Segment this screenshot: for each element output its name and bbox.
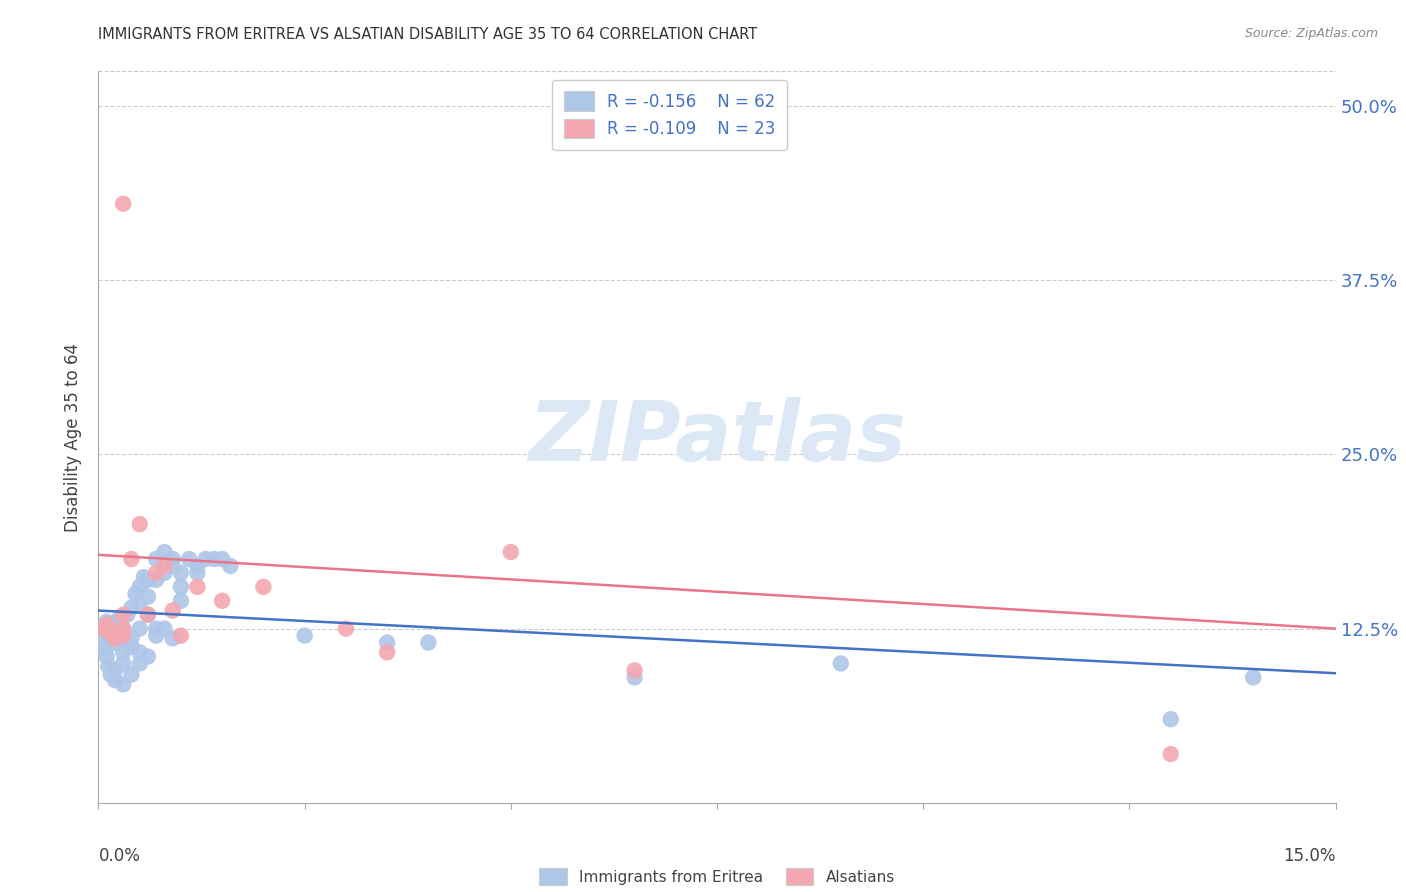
Point [120,632,142,646]
Point [112,196,135,211]
Point [128,597,150,611]
Point [186,558,208,573]
Point [170,580,193,594]
Point [112,622,135,636]
Point [120,552,142,566]
Point [104,673,127,688]
Point [499,545,522,559]
Point [136,607,159,622]
Text: ZIPatlas: ZIPatlas [529,397,905,477]
Point [112,629,135,643]
Point [153,622,176,636]
Point [202,552,225,566]
Point [170,566,193,580]
Text: 15.0%: 15.0% [1284,847,1336,864]
Point [104,632,127,646]
Point [162,632,184,646]
Point [194,552,217,566]
Text: IMMIGRANTS FROM ERITREA VS ALSATIAN DISABILITY AGE 35 TO 64 CORRELATION CHART: IMMIGRANTS FROM ERITREA VS ALSATIAN DISA… [98,27,758,42]
Point [128,622,150,636]
Legend: Immigrants from Eritrea, Alsatians: Immigrants from Eritrea, Alsatians [533,862,901,891]
Point [830,657,852,671]
Point [136,607,159,622]
Point [153,558,176,573]
Point [100,625,122,640]
Point [91,635,114,649]
Point [96,617,118,632]
Point [128,517,150,532]
Point [136,649,159,664]
Point [179,552,201,566]
Point [128,657,150,671]
Point [120,640,142,654]
Point [94,622,117,636]
Point [94,642,117,657]
Point [96,649,118,664]
Point [375,635,398,649]
Point [211,552,233,566]
Point [136,590,159,604]
Point [335,622,357,636]
Point [112,607,135,622]
Point [100,632,122,646]
Point [97,659,120,673]
Point [145,552,167,566]
Point [104,617,127,632]
Point [418,635,440,649]
Point [375,645,398,659]
Point [97,625,120,640]
Point [117,607,139,622]
Point [112,677,135,691]
Point [186,566,208,580]
Point [104,664,127,678]
Point [112,645,135,659]
Point [294,629,316,643]
Point [132,570,155,584]
Point [211,594,233,608]
Point [252,580,274,594]
Point [124,587,146,601]
Point [104,635,127,649]
Point [186,580,208,594]
Point [623,670,645,684]
Point [145,573,167,587]
Point [120,600,142,615]
Point [153,566,176,580]
Point [623,664,645,678]
Point [170,594,193,608]
Point [145,566,167,580]
Point [1160,747,1182,761]
Point [153,545,176,559]
Point [112,629,135,643]
Point [100,667,122,681]
Point [145,629,167,643]
Point [162,558,184,573]
Point [128,645,150,659]
Point [112,657,135,671]
Point [1241,670,1264,684]
Point [128,580,150,594]
Point [108,612,131,626]
Point [120,667,142,681]
Point [96,615,118,629]
Point [219,558,242,573]
Point [112,622,135,636]
Point [170,629,193,643]
Point [136,573,159,587]
Text: Source: ZipAtlas.com: Source: ZipAtlas.com [1244,27,1378,40]
Point [145,622,167,636]
Point [91,622,114,636]
Point [162,552,184,566]
Y-axis label: Disability Age 35 to 64: Disability Age 35 to 64 [65,343,83,532]
Text: 0.0%: 0.0% [98,847,141,864]
Point [1160,712,1182,726]
Point [162,603,184,617]
